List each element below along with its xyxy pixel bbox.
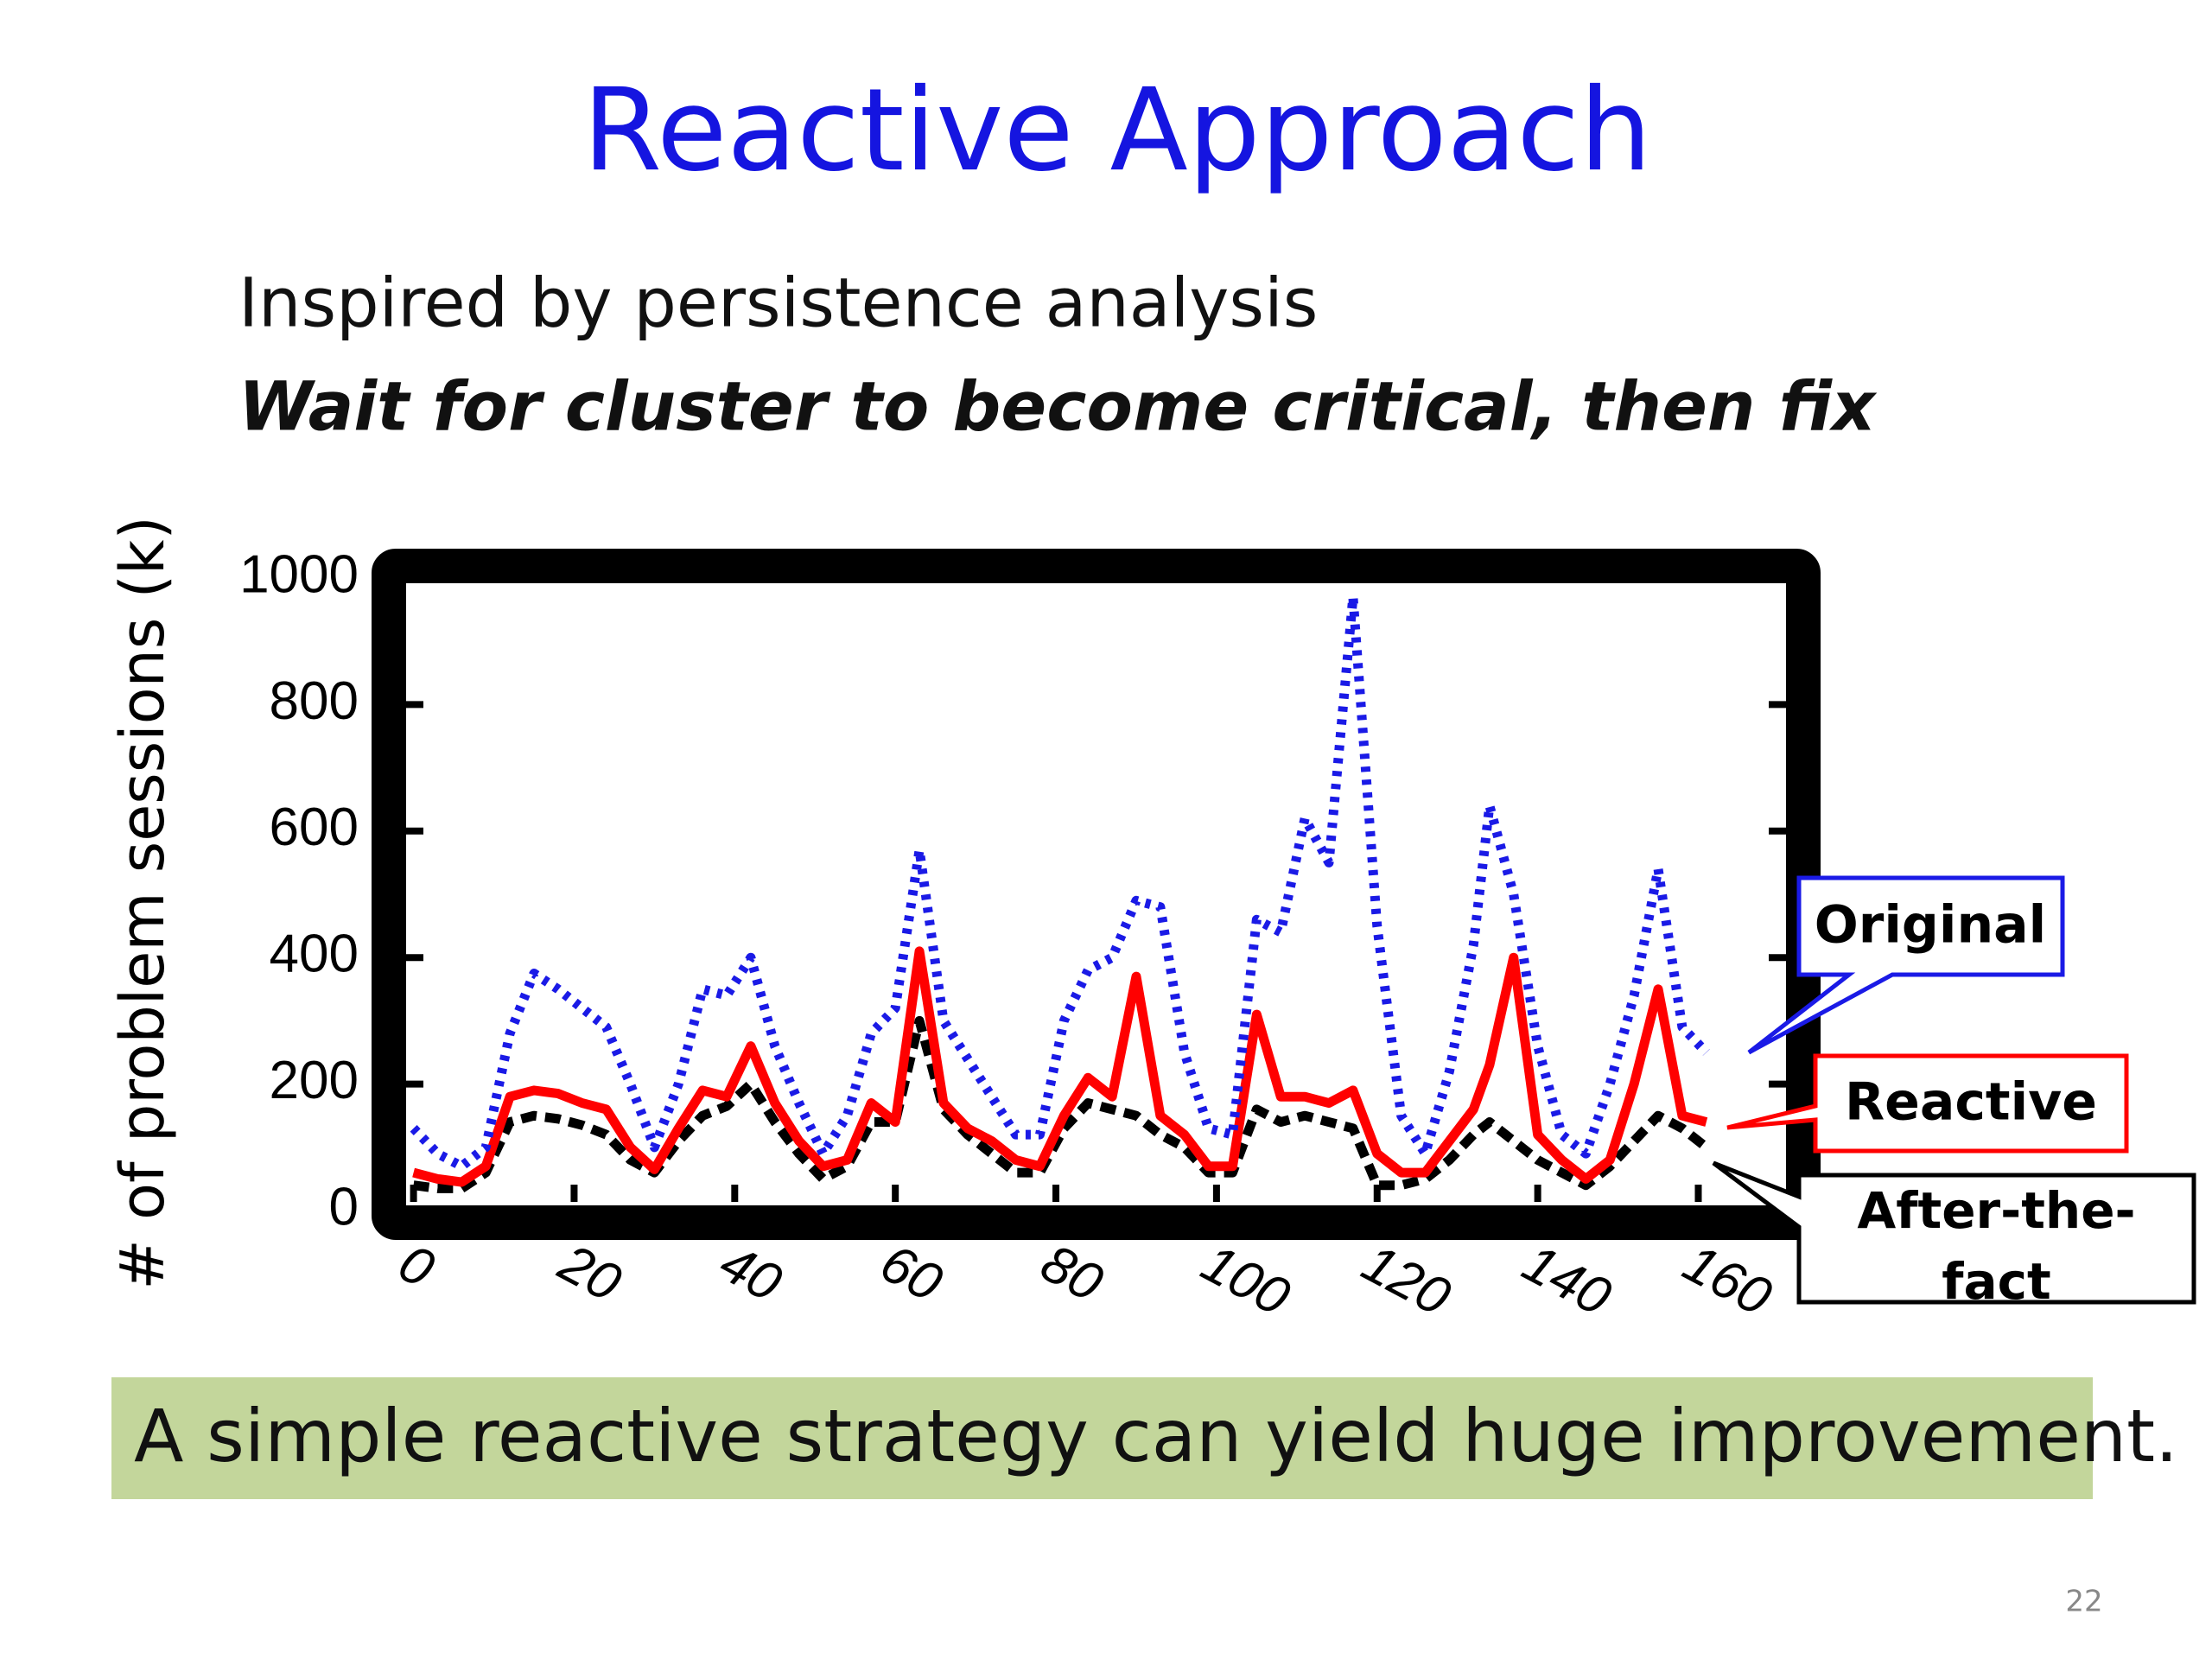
callout-box bbox=[1712, 1160, 2196, 1305]
page-number: 22 bbox=[2065, 1585, 2102, 1619]
legend-label-box: After-the-fact bbox=[1857, 1181, 2136, 1302]
series-line bbox=[412, 1015, 1710, 1193]
slide-title: Reactive Approach bbox=[582, 64, 1651, 197]
y-tick-label: 600 bbox=[270, 798, 359, 857]
legend-label: Original bbox=[1815, 895, 2046, 956]
series-line bbox=[410, 592, 1710, 1172]
note: A simple reactive strategy can yield hug… bbox=[134, 1394, 2178, 1478]
legend-label: After-the-fact bbox=[1857, 1181, 2136, 1302]
legend-label: Reactive bbox=[1845, 1072, 2097, 1133]
callout-box bbox=[1726, 1053, 2129, 1154]
y-tick-label: 0 bbox=[329, 1177, 359, 1236]
y-tick-label: 1000 bbox=[239, 544, 359, 604]
bullet: Inspired by persistence analysis bbox=[238, 264, 1318, 342]
y-tick-label: 400 bbox=[270, 925, 359, 984]
y-axis-label: # of problem sessions (k) bbox=[107, 516, 178, 1290]
bullet: Wait for cluster to become critical, the… bbox=[238, 368, 1878, 446]
y-tick-label: 800 bbox=[270, 671, 359, 731]
note-banner bbox=[111, 1377, 2093, 1499]
series-line bbox=[412, 946, 1708, 1187]
callout-box bbox=[1747, 875, 2065, 1055]
y-tick-label: 200 bbox=[270, 1051, 359, 1110]
